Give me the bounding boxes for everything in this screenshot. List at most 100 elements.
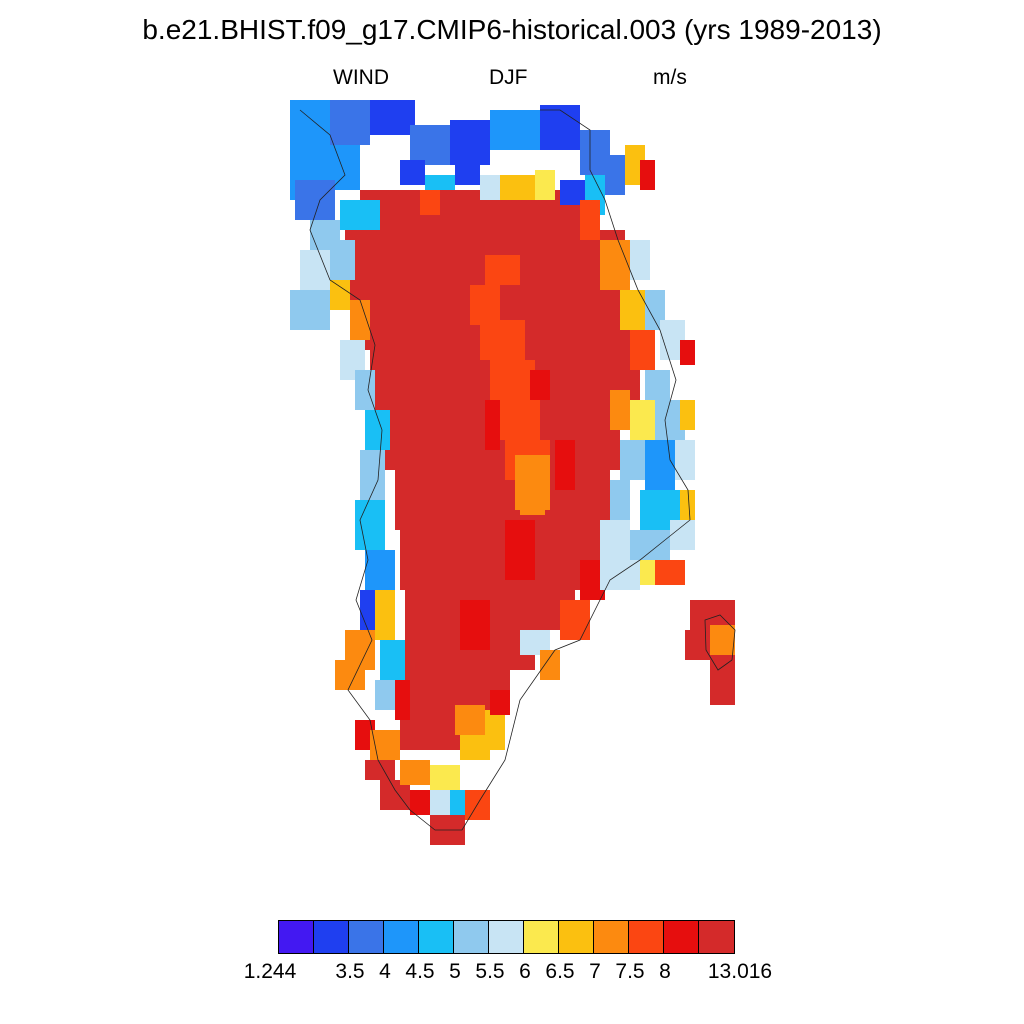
colorbar-box (454, 921, 489, 953)
map-cell (505, 520, 535, 580)
map-cell (640, 160, 655, 190)
map-cell (675, 440, 695, 480)
map-cell (375, 590, 395, 640)
map-cell (645, 440, 675, 490)
map-cell (485, 400, 500, 450)
map-cells (290, 100, 735, 845)
map-cell (355, 370, 375, 410)
map-cell (350, 300, 370, 340)
colorbar-box (489, 921, 524, 953)
map-cell (400, 760, 430, 785)
map-cell (620, 290, 645, 330)
map-cell (425, 175, 455, 190)
map-cell (600, 520, 630, 560)
colorbar-box (664, 921, 699, 953)
map-cell (480, 320, 525, 360)
map-cell (630, 330, 655, 370)
map-cell (670, 520, 695, 550)
map-cell (450, 120, 490, 165)
colorbar-box (559, 921, 594, 953)
map-cell (355, 500, 385, 550)
colorbar-box (594, 921, 629, 953)
season-label: DJF (489, 66, 528, 89)
map-cell (530, 370, 550, 400)
map-cell (600, 240, 630, 290)
colorbar-box (629, 921, 664, 953)
map-cell (380, 640, 405, 680)
map-cell (485, 255, 520, 285)
colorbar-tick-label: 6 (519, 960, 531, 983)
map-cell (480, 175, 500, 200)
map-cell (340, 200, 380, 230)
map-cell (455, 165, 480, 185)
colorbar-tick-label: 5 (449, 960, 461, 983)
map-cell (560, 600, 590, 640)
colorbar-tick-label: 13.016 (707, 960, 773, 983)
map-cell (410, 125, 450, 165)
map-cell (490, 110, 540, 150)
map-cell (520, 485, 545, 515)
map-cell (680, 400, 695, 430)
map-cell (540, 650, 560, 680)
map-cell (620, 440, 645, 480)
map-cell (460, 600, 490, 650)
map-cell (365, 760, 395, 780)
map-cell (610, 480, 630, 520)
map-cell (330, 100, 370, 145)
colorbar-box (699, 921, 734, 953)
map-cell (490, 690, 510, 715)
colorbar-tick-label: 7 (589, 960, 601, 983)
colorbar-tick-label: 8 (659, 960, 671, 983)
colorbar-tick-label: 5.5 (475, 960, 505, 983)
colorbar-box (384, 921, 419, 953)
map-cell (370, 100, 415, 135)
map-cell (370, 730, 400, 760)
map-cell (610, 390, 630, 430)
map-cell (680, 340, 695, 365)
units-label: m/s (653, 66, 687, 89)
colorbar-tick-label: 4 (379, 960, 391, 983)
map-cell (420, 190, 440, 215)
colorbar-tick-label: 6.5 (545, 960, 575, 983)
colorbar-tick-label: 1.244 (243, 960, 297, 983)
map-cell (605, 155, 625, 195)
colorbar-box (314, 921, 349, 953)
map-cell (400, 160, 425, 185)
map-cell (295, 180, 335, 220)
colorbar-tick-label: 7.5 (615, 960, 645, 983)
coastline (299, 109, 736, 831)
map-cell (555, 440, 575, 490)
map-cell (500, 175, 535, 200)
map-cell (465, 790, 490, 820)
colorbar-box (349, 921, 384, 953)
map-cell (330, 240, 355, 280)
colorbar (278, 920, 735, 954)
map-cell (455, 705, 485, 735)
wind-map (290, 100, 736, 845)
map-cell (685, 630, 710, 660)
map-cell (500, 400, 540, 440)
map-cell (535, 170, 555, 200)
map-cell (330, 280, 350, 310)
map-cell (365, 550, 395, 590)
colorbar-box (524, 921, 559, 953)
map-cell (655, 560, 685, 585)
map-cell (630, 240, 650, 280)
plot-title: b.e21.BHIST.f09_g17.CMIP6-historical.003… (142, 14, 882, 45)
map-cell (470, 285, 500, 325)
colorbar-box (419, 921, 454, 953)
map-cell (380, 190, 400, 230)
map-cell (580, 200, 600, 240)
map-cell (600, 560, 640, 590)
map-cell (630, 530, 670, 560)
map-cell (680, 490, 695, 520)
map-cell (400, 530, 600, 590)
colorbar-tick-label: 3.5 (335, 960, 365, 983)
map-cell (430, 765, 460, 790)
colorbar-box (279, 921, 314, 953)
map-cell (395, 680, 410, 720)
variable-label: WIND (333, 66, 389, 89)
map-cell (490, 360, 535, 400)
map-cell (710, 625, 735, 655)
map-cell (395, 470, 610, 530)
